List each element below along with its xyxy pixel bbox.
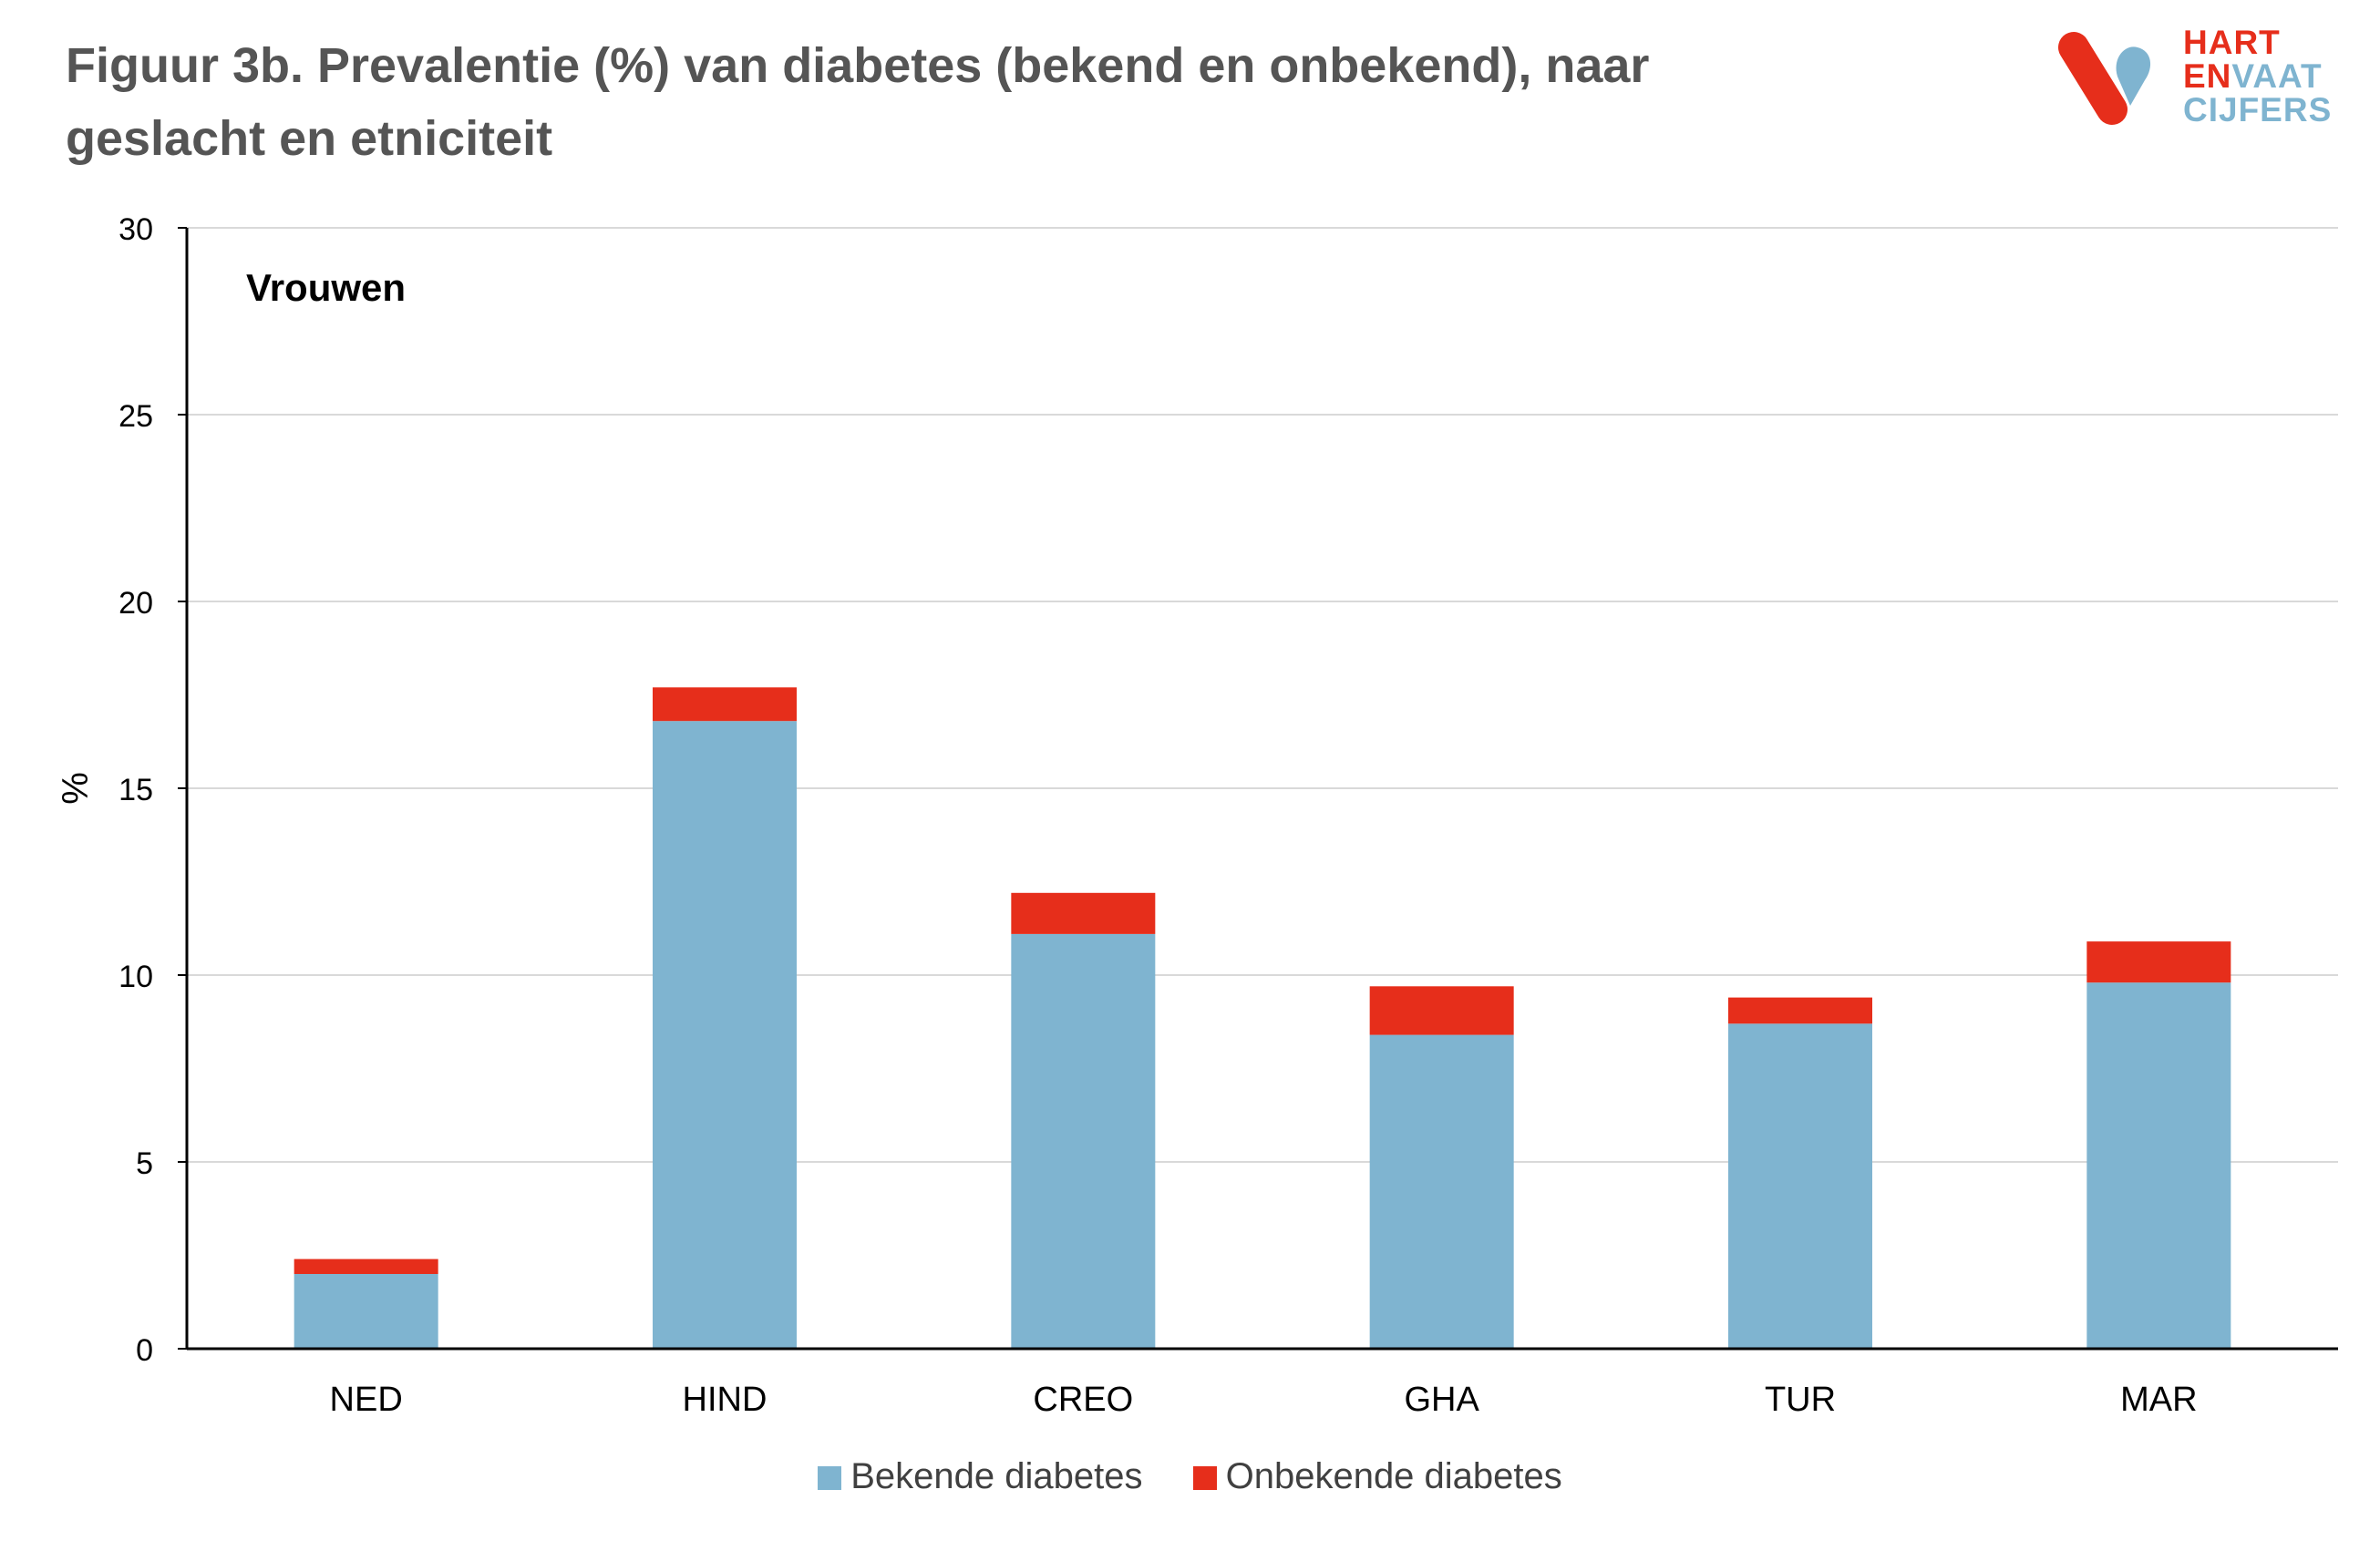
legend-label-onbekend: Onbekende diabetes [1225, 1456, 1562, 1496]
logo-word-cijfers: CIJFERS [2183, 91, 2333, 128]
logo-wordmark: HART ENVAAT CIJFERS [2183, 26, 2332, 127]
bars [294, 687, 2231, 1349]
axes [185, 228, 2338, 1351]
legend-label-bekend: Bekende diabetes [850, 1456, 1143, 1496]
logo-word-hart: HART [2183, 24, 2281, 61]
legend-item-onbekend: Onbekende diabetes [1192, 1456, 1562, 1497]
bar-creo-bekend [1011, 933, 1156, 1349]
bar-creo-onbekend [1011, 892, 1156, 934]
bar-tur-onbekend [1728, 997, 1872, 1024]
x-tick-label-gha: GHA [1404, 1381, 1479, 1419]
hart-en-vaat-logo-icon [2058, 32, 2151, 125]
y-tick-label-20: 20 [118, 586, 153, 621]
panel-label: Vrouwen [246, 266, 406, 309]
y-axis-label: % [56, 772, 96, 805]
title-line-2: geslacht en etniciteit [66, 111, 553, 166]
bar-mar-onbekend [2086, 941, 2231, 983]
brand-logo: HART ENVAAT CIJFERS [2055, 26, 2365, 135]
bar-tur-bekend [1728, 1023, 1872, 1349]
y-tick-label-25: 25 [118, 399, 153, 434]
bar-ned-bekend [294, 1274, 438, 1349]
legend-swatch-bekend [818, 1466, 842, 1490]
x-tick-label-hind: HIND [683, 1381, 768, 1419]
logo-word-vaat: VAAT [2231, 57, 2323, 95]
bar-gha-bekend [1369, 1034, 1514, 1349]
y-tick-label-0: 0 [136, 1333, 153, 1368]
legend: Bekende diabetes Onbekende diabetes [0, 1456, 2380, 1497]
y-tick-label-10: 10 [118, 960, 153, 994]
bar-hind-bekend [653, 721, 797, 1349]
logo-word-en: EN [2183, 57, 2232, 95]
chart-title: Figuur 3b. Prevalentie (%) van diabetes … [66, 29, 1889, 175]
y-tick-label-15: 15 [118, 773, 153, 807]
x-tick-label-tur: TUR [1765, 1381, 1836, 1419]
legend-swatch-onbekend [1192, 1466, 1217, 1490]
x-tick-label-ned: NED [330, 1381, 403, 1419]
bar-ned-onbekend [294, 1258, 438, 1274]
y-tick-label-30: 30 [118, 212, 153, 247]
legend-item-bekend: Bekende diabetes [818, 1456, 1142, 1497]
gridlines [178, 227, 2338, 1350]
tick-labels: 0 5 10 15 20 25 30 NED HIND CREO GHA TUR MAR [118, 212, 2197, 1419]
x-tick-label-creo: CREO [1033, 1381, 1133, 1419]
bar-hind-onbekend [653, 687, 797, 722]
bar-mar-bekend [2086, 982, 2231, 1349]
x-tick-label-mar: MAR [2120, 1381, 2197, 1419]
bar-gha-onbekend [1369, 986, 1514, 1035]
title-line-1: Figuur 3b. Prevalentie (%) van diabetes … [66, 38, 1650, 93]
y-tick-label-5: 5 [136, 1146, 153, 1181]
